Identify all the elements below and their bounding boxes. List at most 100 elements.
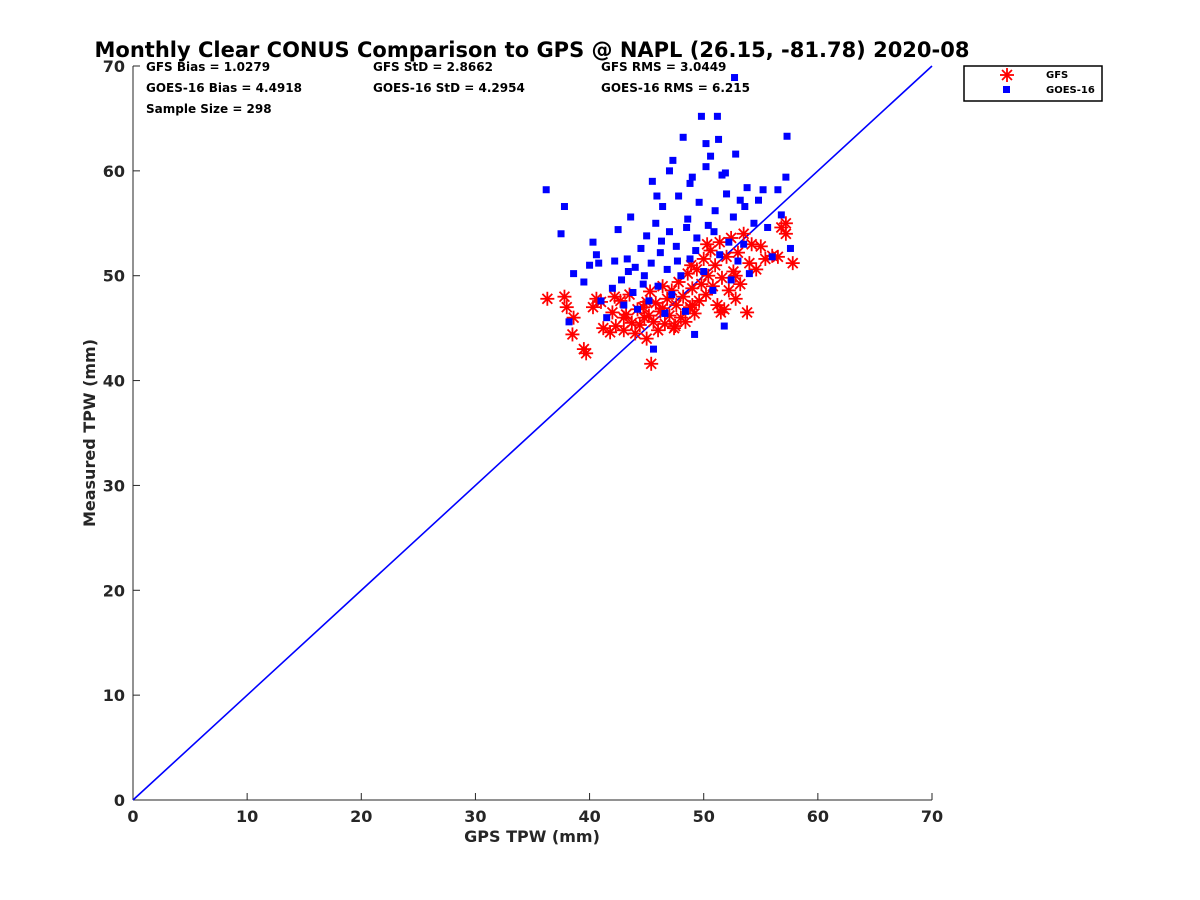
goes-16-point	[637, 244, 645, 252]
gfs-point	[676, 289, 691, 304]
goes-16-point	[614, 226, 622, 234]
stat-sample-size: Sample Size = 298	[146, 102, 272, 116]
goes-16-point	[782, 173, 790, 181]
goes-16-point	[716, 251, 724, 259]
stat-goes-std: GOES-16 StD = 4.2954	[373, 81, 525, 95]
goes-16-point	[627, 213, 635, 221]
legend-goes-marker	[1003, 86, 1010, 93]
y-tick-label: 50	[103, 267, 125, 286]
goes-16-point	[750, 219, 758, 227]
goes-16-point	[695, 198, 703, 206]
gfs-point	[684, 258, 699, 273]
goes-16-point	[557, 230, 565, 238]
goes-16-point	[707, 152, 715, 160]
y-tick-label: 30	[103, 476, 125, 495]
gfs-point	[713, 305, 728, 320]
gfs-point	[698, 287, 713, 302]
goes-16-point	[639, 280, 647, 288]
gfs-point	[696, 251, 711, 266]
goes-16-point	[661, 309, 669, 317]
ticks: 0 10 20 30 40 50 60 70 0 10 20 30 40 50 60 70	[103, 57, 943, 826]
gfs-point	[719, 249, 734, 264]
gfs-point	[714, 270, 729, 285]
goes-16-point	[691, 330, 699, 338]
stat-goes-bias: GOES-16 Bias = 4.4918	[146, 81, 302, 95]
goes-16-point	[657, 237, 665, 245]
gfs-point	[607, 289, 622, 304]
goes-16-point	[649, 345, 657, 353]
goes-16-point	[732, 150, 740, 158]
goes-16-point	[700, 268, 708, 276]
goes-16-point	[729, 213, 737, 221]
goes-16-point	[595, 259, 603, 267]
reference-line	[132, 65, 933, 801]
legend-box	[963, 65, 1103, 102]
gfs-point	[730, 245, 745, 260]
goes-16-point	[684, 215, 692, 223]
x-tick-label: 40	[578, 807, 600, 826]
gfs-point	[785, 256, 800, 271]
stat-gfs-bias: GFS Bias = 1.0279	[146, 60, 270, 74]
y-axis-label: Measured TPW (mm)	[80, 339, 99, 527]
gfs-point	[708, 258, 723, 273]
goes-16-point	[677, 272, 685, 280]
gfs-point	[753, 239, 768, 254]
goes-16-point	[697, 112, 705, 120]
gfs-point	[639, 331, 654, 346]
axes	[132, 66, 932, 801]
goes-16-point	[620, 301, 628, 309]
y-tick-label: 10	[103, 686, 125, 705]
goes-16-point	[727, 276, 735, 284]
x-tick-label: 0	[127, 807, 138, 826]
gfs-point	[700, 237, 715, 252]
goes-16-point	[597, 297, 605, 305]
stat-gfs-rms: GFS RMS = 3.0449	[601, 60, 726, 74]
goes-16-point	[603, 314, 611, 322]
goes-16-point	[623, 255, 631, 263]
y-tick-label: 20	[103, 581, 125, 600]
gfs-point	[616, 310, 631, 325]
goes-16-point	[648, 177, 656, 185]
goes-16-point	[634, 305, 642, 313]
goes-16-point	[665, 167, 673, 175]
goes-16-point	[709, 286, 717, 294]
goes-16-point	[681, 307, 689, 315]
stat-gfs-std: GFS StD = 2.8662	[373, 60, 493, 74]
gfs-point	[685, 298, 700, 313]
goes-16-point	[654, 282, 662, 290]
goes-16-point	[647, 259, 655, 267]
goes-16-point	[653, 192, 661, 200]
gfs-point	[712, 235, 727, 250]
goes-16-point	[673, 257, 681, 265]
goes-16-point	[629, 288, 637, 296]
goes-16-point	[624, 268, 632, 276]
goes-16-point	[736, 196, 744, 204]
goes-16-point	[683, 223, 691, 231]
goes-16-point	[720, 322, 728, 330]
goes-16-point	[586, 261, 594, 269]
gfs-point	[728, 291, 743, 306]
goes-16-point	[768, 253, 776, 261]
goes-16-point	[608, 284, 616, 292]
gfs-point	[778, 226, 793, 241]
goes-16-point	[704, 221, 712, 229]
gfs-point	[579, 346, 594, 361]
gfs-point	[742, 256, 757, 271]
goes-16-point	[570, 270, 578, 278]
chart-title: Monthly Clear CONUS Comparison to GPS @ …	[95, 38, 970, 62]
goes-16-point	[652, 219, 660, 227]
goes-16-point	[580, 278, 588, 286]
gfs-point	[632, 317, 647, 332]
goes-16-point	[611, 257, 619, 265]
gfs-point	[540, 291, 555, 306]
gfs-point	[644, 356, 659, 371]
goes-16-point	[663, 265, 671, 273]
goes-16-point	[786, 244, 794, 252]
gfs-point	[721, 283, 736, 298]
goes-16-point	[679, 133, 687, 141]
goes-16-point	[783, 132, 791, 140]
x-tick-label: 60	[807, 807, 829, 826]
goes-16-point	[702, 140, 710, 148]
goes-16-point	[656, 249, 664, 257]
y-tick-label: 40	[103, 372, 125, 391]
